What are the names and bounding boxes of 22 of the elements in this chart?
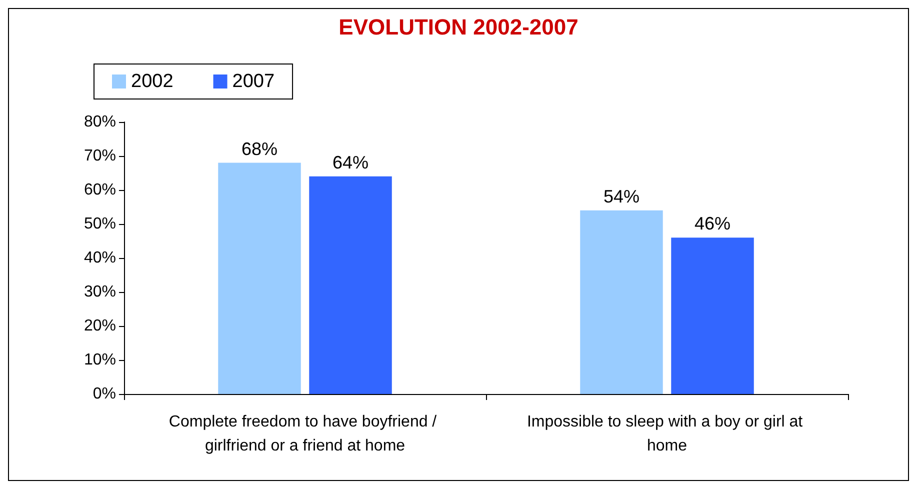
y-tick-label: 20% <box>84 318 116 334</box>
y-tick-label: 50% <box>84 216 116 232</box>
data-label: 54% <box>603 186 640 206</box>
y-tick-label: 70% <box>84 148 116 164</box>
bar <box>671 238 754 394</box>
legend-label: 2002 <box>131 71 174 92</box>
y-tick-label: 40% <box>84 250 116 266</box>
bar <box>218 162 301 394</box>
y-tick-label: 80% <box>84 114 116 130</box>
data-label: 64% <box>332 152 369 172</box>
y-tick-label: 0% <box>92 386 116 402</box>
legend-label: 2007 <box>232 71 275 92</box>
data-label: 46% <box>694 214 731 234</box>
y-tick-label: 60% <box>84 182 116 198</box>
bar <box>580 210 663 394</box>
y-tick-label: 10% <box>84 352 116 368</box>
x-tick-label: Impossible to sleep with a boy or girl at home <box>526 414 808 454</box>
bar <box>309 176 392 394</box>
x-tick-label: Complete freedom to have boyfriend / girlfriend or a friend at home <box>168 414 442 454</box>
y-tick-label: 30% <box>84 284 116 300</box>
data-label: 68% <box>241 138 278 159</box>
chart-title: EVOLUTION 2002-2007 <box>338 14 578 40</box>
